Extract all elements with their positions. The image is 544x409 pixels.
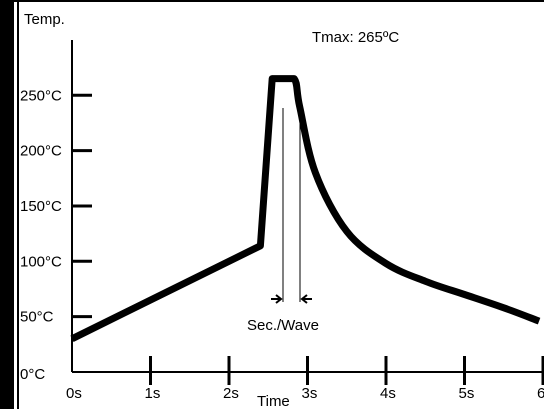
y-tick-label: 0°C — [20, 366, 45, 383]
wave-arrow-left — [271, 295, 281, 303]
y-tick-label: 200°C — [20, 143, 62, 160]
x-ticks: 0s 1s 2s 3s 4s 5s 6s — [66, 356, 544, 402]
y-tick-label: 150°C — [20, 198, 62, 215]
y-axis-label: Temp. — [24, 11, 65, 28]
x-tick-label: 5s — [459, 385, 475, 402]
x-tick-label: 6s — [537, 385, 544, 402]
y-tick-label: 50°C — [20, 309, 54, 326]
x-tick-label: 2s — [223, 385, 239, 402]
y-tick-label: 100°C — [20, 253, 62, 270]
y-ticks: 0°C 50°C 100°C 150°C 200°C 250°C — [20, 87, 92, 383]
x-tick-label: 0s — [66, 385, 82, 402]
y-tick-label: 250°C — [20, 87, 62, 104]
wave-arrow-right — [302, 295, 312, 303]
wave-label: Sec./Wave — [247, 317, 319, 334]
x-tick-label: 4s — [380, 385, 396, 402]
x-tick-label: 1s — [145, 385, 161, 402]
x-tick-label: 3s — [302, 385, 318, 402]
x-axis-label: Time — [257, 393, 290, 409]
tmax-label: Tmax: 265ºC — [312, 29, 399, 46]
